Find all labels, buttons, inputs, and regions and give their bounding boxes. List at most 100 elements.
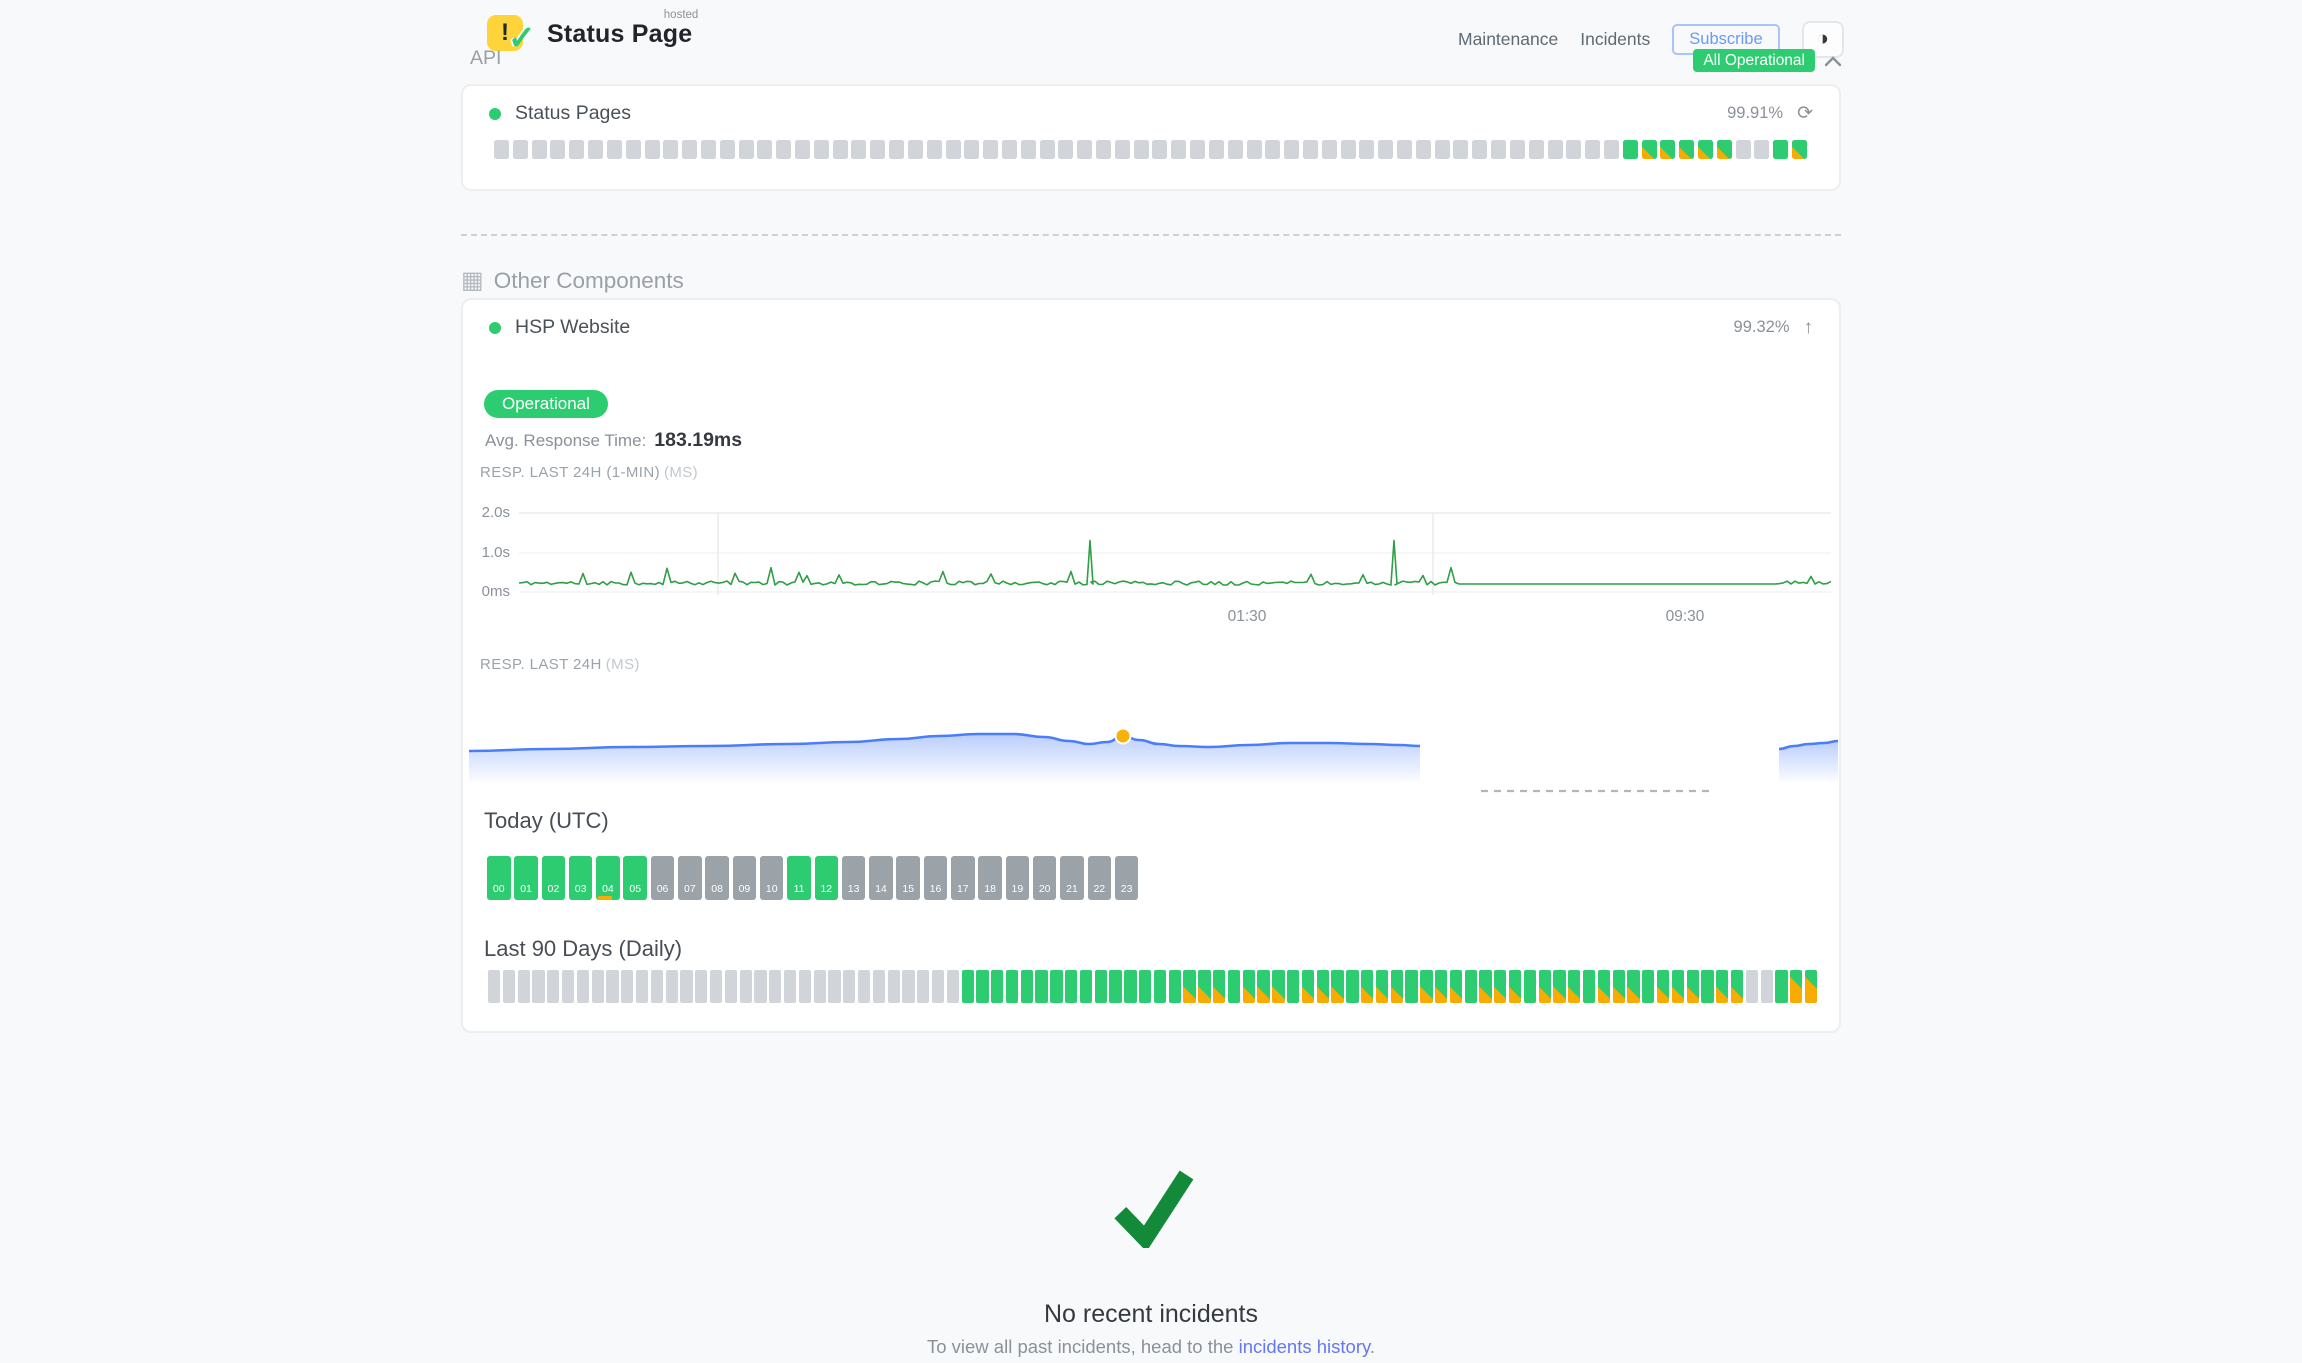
day-cell <box>709 970 723 1003</box>
day-cell <box>1420 970 1433 1003</box>
grid-icon: ▦ <box>461 267 484 294</box>
uptime-cell <box>1152 140 1168 159</box>
uptime-cell <box>1190 140 1206 159</box>
uptime-cell <box>907 140 923 159</box>
uptime-cell <box>663 140 679 159</box>
day-cell <box>1168 970 1181 1003</box>
uptime-cell <box>1378 140 1394 159</box>
component-row: HSP Website 99.32% ↑ <box>489 316 1813 339</box>
uptime-bar-strip <box>494 140 1808 159</box>
brand-title: Status Page <box>547 20 693 48</box>
other-components-header: ▦ Other Components <box>461 266 684 295</box>
day-cell <box>931 970 945 1003</box>
avg-response-line: Avg. Response Time: 183.19ms <box>485 429 742 452</box>
day-cell <box>857 970 871 1003</box>
today-hour-strip: 00 01 02 03 04 05 06 07 08 09 10 11 12 13 14 15 16 17 18 19… <box>487 856 1139 900</box>
logo-check-icon: ✓ <box>508 19 536 56</box>
day-cell <box>917 970 930 1003</box>
nav-incidents[interactable]: Incidents <box>1580 28 1651 49</box>
day-cell <box>1405 970 1418 1003</box>
hour-cell: 00 <box>487 856 511 900</box>
day-cell <box>724 970 738 1003</box>
day-cell <box>1020 970 1033 1003</box>
arrow-up-icon[interactable]: ↑ <box>1803 316 1814 338</box>
day-cell <box>1094 970 1107 1003</box>
uptime-cell <box>1077 140 1093 159</box>
uptime-cell <box>1208 140 1224 159</box>
day-cell <box>680 970 693 1003</box>
ytick-0ms: 0ms <box>481 583 510 600</box>
uptime-cell <box>1096 140 1111 159</box>
uptime-cell <box>1472 140 1488 159</box>
uptime-cell <box>588 140 604 159</box>
uptime-cell <box>983 140 999 159</box>
day-cell <box>665 970 678 1003</box>
day-cell <box>902 970 915 1003</box>
day-cell <box>1124 970 1137 1003</box>
day-cell <box>1597 970 1611 1003</box>
brand[interactable]: ! ✓ Status Page hosted <box>487 9 698 58</box>
brand-text: Status Page hosted <box>547 9 698 49</box>
resp-24h-label: RESP. LAST 24H (MS) <box>480 656 640 673</box>
day-cell <box>621 970 634 1003</box>
uptime-cell <box>512 140 528 159</box>
avg-response-label: Avg. Response Time: <box>485 431 647 450</box>
refresh-icon[interactable]: ⟳ <box>1797 103 1813 124</box>
big-check-icon <box>1114 1170 1194 1248</box>
hour-cell: 03 <box>568 856 593 900</box>
day-cell <box>1005 970 1019 1003</box>
uptime-cell <box>851 140 867 159</box>
dashed-divider <box>461 234 1841 236</box>
day-cell <box>1804 970 1818 1003</box>
day-cell <box>1316 970 1329 1003</box>
chevron-up-icon[interactable] <box>1822 53 1844 69</box>
day-cell <box>1287 970 1300 1003</box>
xtick-0930: 09:30 <box>1665 608 1705 625</box>
hour-cell: 13 <box>841 856 866 900</box>
logo-exclamation-icon: ! <box>487 15 523 51</box>
brand-superscript: hosted <box>663 9 699 21</box>
hour-cell: 16 <box>923 856 948 900</box>
day-cell <box>1508 970 1522 1003</box>
day-cell <box>1627 970 1640 1003</box>
uptime-cell <box>1114 140 1130 159</box>
uptime-percentage: 99.91% <box>1727 104 1784 122</box>
day-cell <box>1730 970 1744 1003</box>
day-cell <box>1198 970 1211 1003</box>
day-cell <box>1390 970 1403 1003</box>
uptime-cell <box>1547 140 1563 159</box>
nav-maintenance[interactable]: Maintenance <box>1458 28 1559 49</box>
day-cell <box>1494 970 1507 1003</box>
day-cell <box>1775 970 1788 1003</box>
component-right: 99.91% ⟳ <box>1727 102 1813 125</box>
avg-response-chart <box>469 727 1838 793</box>
day-cell <box>1656 970 1670 1003</box>
hour-cell: 05 <box>623 856 647 900</box>
all-operational-badge: All Operational <box>1693 49 1815 72</box>
uptime-cell <box>738 140 754 159</box>
day-cell <box>1435 970 1448 1003</box>
uptime-cell <box>1509 140 1525 159</box>
avg-line <box>469 732 1421 753</box>
uptime-cell <box>606 140 622 159</box>
uptime-cell <box>1340 140 1356 159</box>
day-cell <box>1642 970 1655 1003</box>
uptime-cell <box>1415 140 1431 159</box>
day-cell <box>1361 970 1374 1003</box>
day-cell <box>502 970 516 1003</box>
uptime-cell <box>1397 140 1412 159</box>
day-cell <box>1301 970 1315 1003</box>
uptime-cell <box>1698 140 1713 159</box>
section-title-api: API <box>470 47 502 69</box>
incidents-history-link[interactable]: incidents history <box>1238 1336 1370 1357</box>
no-incidents-subtitle: To view all past incidents, head to the … <box>926 1336 1376 1357</box>
last-90-days-strip <box>488 970 1818 1003</box>
uptime-cell <box>644 140 660 159</box>
day-cell <box>547 970 560 1003</box>
day-cell <box>1671 970 1685 1003</box>
uptime-cell <box>569 140 585 159</box>
day-cell <box>1553 970 1566 1003</box>
uptime-cell <box>757 140 773 159</box>
day-cell <box>1139 970 1152 1003</box>
